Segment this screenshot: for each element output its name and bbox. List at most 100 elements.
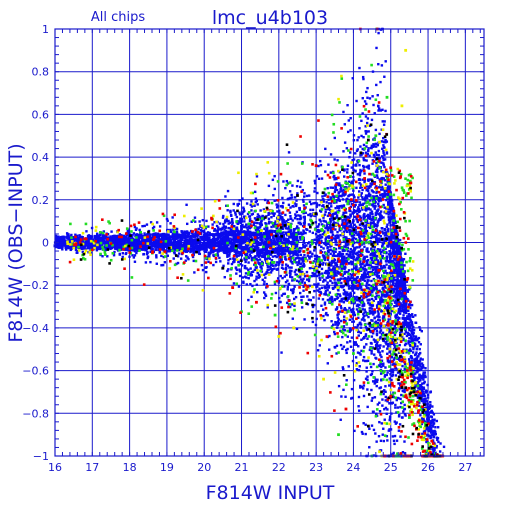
data-point	[393, 245, 397, 248]
data-point	[403, 388, 406, 391]
data-point	[392, 362, 395, 366]
data-point	[170, 230, 173, 234]
data-point	[349, 205, 353, 209]
data-point	[393, 442, 396, 446]
data-point	[384, 259, 388, 263]
data-point	[387, 294, 391, 297]
data-point	[308, 230, 311, 233]
data-point	[358, 223, 362, 226]
data-point	[383, 374, 387, 377]
data-point	[291, 317, 294, 320]
data-point	[395, 439, 399, 442]
data-point	[387, 429, 391, 432]
data-point	[361, 277, 364, 280]
data-point	[391, 337, 395, 340]
data-point	[340, 187, 343, 191]
data-point	[308, 266, 312, 270]
data-point	[299, 217, 303, 220]
data-point	[335, 274, 338, 277]
data-point	[249, 267, 252, 270]
data-point	[260, 231, 263, 235]
data-point	[351, 221, 354, 224]
data-point	[380, 128, 383, 131]
data-point	[323, 257, 326, 260]
data-point	[378, 238, 382, 241]
data-point	[221, 216, 225, 219]
data-point	[306, 254, 310, 257]
data-point	[357, 316, 360, 320]
data-point	[237, 232, 240, 236]
data-point	[309, 212, 312, 216]
data-point	[298, 207, 301, 210]
data-point	[383, 194, 387, 197]
data-point	[255, 240, 258, 244]
data-point	[177, 252, 181, 255]
data-point	[346, 293, 349, 297]
data-point	[302, 232, 305, 235]
data-point	[373, 251, 376, 255]
data-point	[226, 230, 229, 233]
data-point	[228, 242, 231, 245]
data-point	[187, 235, 191, 238]
data-point	[281, 276, 284, 280]
data-point	[256, 203, 259, 206]
data-point	[319, 209, 322, 212]
data-point	[295, 185, 299, 188]
data-point	[336, 287, 340, 291]
data-point	[330, 268, 334, 272]
data-point	[357, 345, 360, 348]
data-point	[380, 181, 383, 185]
data-point	[379, 386, 383, 389]
data-point	[363, 245, 366, 249]
data-point	[304, 211, 307, 215]
data-point	[348, 221, 352, 225]
data-point	[245, 283, 248, 286]
data-point	[326, 222, 329, 225]
data-point	[383, 195, 386, 198]
data-point	[388, 277, 391, 281]
data-point	[246, 243, 250, 247]
data-point	[338, 239, 341, 242]
data-point	[350, 275, 353, 278]
data-point	[332, 260, 336, 264]
data-point	[369, 373, 373, 377]
data-point	[342, 226, 345, 229]
data-point	[317, 310, 320, 313]
data-point	[254, 228, 258, 232]
data-point	[383, 375, 386, 378]
data-point	[339, 343, 343, 347]
data-point	[403, 358, 407, 361]
data-point	[384, 183, 387, 186]
data-point	[270, 259, 274, 262]
data-point	[312, 260, 316, 263]
data-point	[339, 329, 342, 333]
data-point	[333, 258, 337, 262]
data-point	[363, 215, 367, 218]
data-point	[245, 202, 249, 205]
data-point	[335, 216, 339, 219]
data-point	[352, 307, 355, 311]
data-point	[334, 186, 337, 189]
data-point	[388, 402, 391, 405]
data-point	[315, 175, 319, 178]
data-point	[271, 264, 275, 267]
data-point	[383, 179, 387, 182]
data-point	[344, 239, 347, 242]
data-point	[336, 296, 340, 299]
data-point	[344, 245, 347, 249]
data-point	[352, 251, 356, 254]
data-point	[372, 215, 375, 219]
data-point	[367, 275, 371, 279]
data-point	[357, 250, 361, 253]
data-point	[354, 285, 358, 288]
data-point	[354, 169, 357, 173]
data-point	[366, 117, 370, 120]
data-point	[320, 304, 323, 307]
data-point	[397, 275, 400, 278]
data-point	[353, 313, 357, 317]
data-point	[362, 275, 366, 278]
data-point	[366, 405, 369, 409]
data-point	[327, 163, 330, 166]
data-point	[247, 298, 250, 302]
